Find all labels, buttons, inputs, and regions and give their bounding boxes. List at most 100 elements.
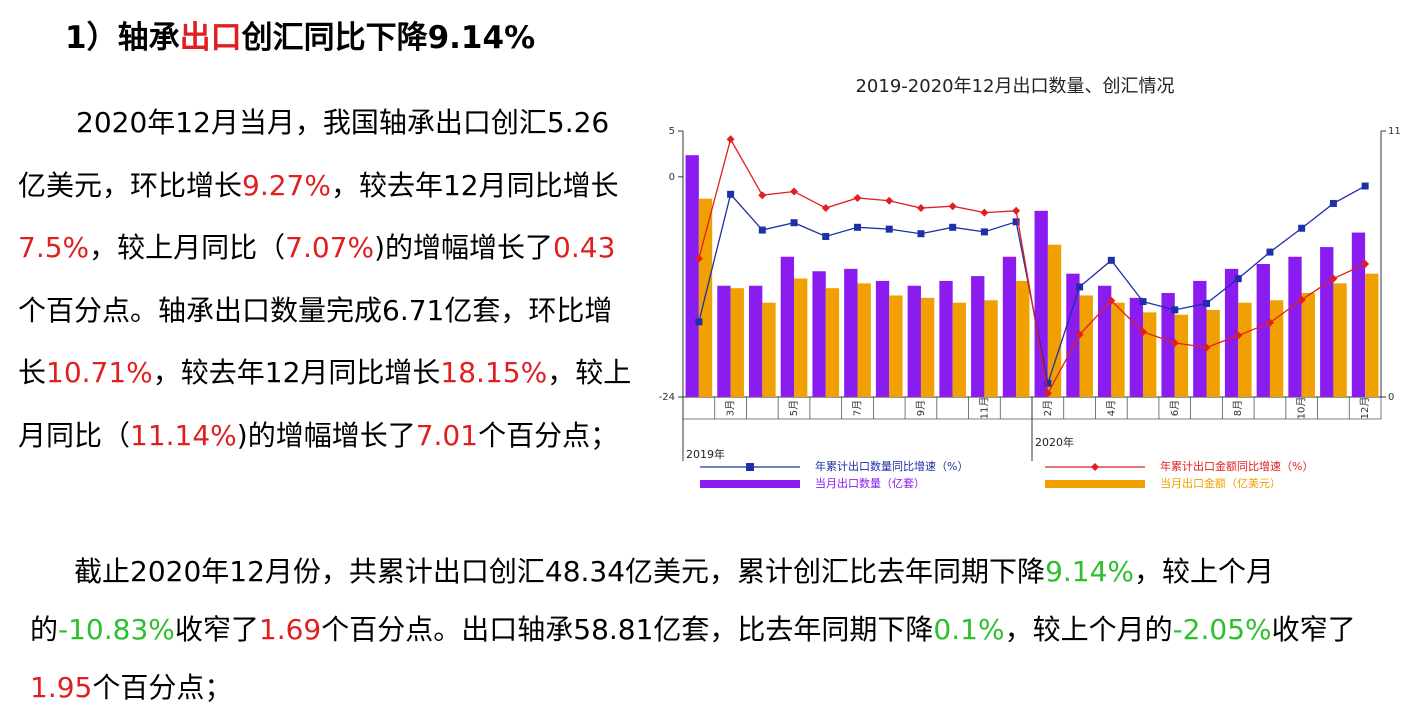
x-tick-label: 9月 [915, 400, 927, 416]
legend-label: 年累计出口数量同比增速（%） [815, 459, 968, 473]
chart: 2019-2020年12月出口数量、创汇情况 5 0 -24 11 0 3月 5月 7月 9月 1… [659, 76, 1400, 490]
x-tick-label: 3月 [725, 400, 737, 416]
legend-swatch [746, 463, 754, 471]
bar [889, 295, 903, 397]
bar [717, 285, 731, 397]
y2-tick-label: 11 [1388, 126, 1400, 137]
group-label: 2020年 [1035, 435, 1074, 449]
marker [1361, 182, 1369, 190]
bar [762, 302, 776, 397]
text-run: 11.14% [130, 418, 237, 452]
bar [1079, 295, 1093, 397]
legend-swatch [1091, 463, 1099, 471]
bar [971, 276, 985, 397]
marker [1170, 338, 1179, 347]
marker [1329, 199, 1337, 207]
marker [1203, 299, 1210, 307]
bar [875, 280, 890, 397]
line [698, 137, 1366, 396]
bar [1161, 293, 1175, 397]
bar [1097, 285, 1112, 397]
heading: 1）轴承出口创汇同比下降9.14% [65, 12, 535, 57]
bar [748, 285, 763, 397]
chart-title: 2019-2020年12月出口数量、创汇情况 [855, 76, 1174, 97]
marker [1075, 330, 1084, 339]
marker [854, 223, 861, 231]
marker [1012, 206, 1021, 215]
marker [758, 191, 767, 200]
marker [980, 208, 989, 217]
text-run: 0.1% [933, 613, 1005, 646]
text-run: -10.83% [58, 613, 175, 646]
bar [1129, 297, 1144, 397]
marker [885, 225, 893, 233]
marker [1234, 331, 1243, 340]
bar [794, 278, 808, 397]
text-run: 7.5% [18, 231, 90, 264]
marker [1043, 389, 1052, 398]
marker [1171, 306, 1179, 314]
marker [1234, 275, 1242, 283]
marker [1329, 274, 1338, 283]
legend-swatch [1045, 480, 1145, 488]
bar [1174, 314, 1189, 397]
text-run: 1.95 [30, 671, 93, 704]
text-run: 截止2020年12月份，共累计出口创汇48.34亿美元，累计创汇比去年同期下降 [74, 555, 1046, 588]
marker [1076, 283, 1084, 291]
x-tick-label: 11月 [978, 397, 990, 420]
bar [1320, 247, 1334, 397]
text-run: 收窄了 [1271, 613, 1356, 646]
text-run: 18.15% [440, 356, 548, 389]
text-run: ，较上月同比（ [18, 356, 632, 452]
bar [1365, 273, 1379, 397]
x-tick-label: 8月 [1232, 400, 1244, 416]
text-run: 个百分点； [92, 671, 233, 704]
text-run: 1.69 [258, 613, 322, 646]
bar [1193, 280, 1207, 397]
marker [980, 228, 988, 236]
x-tick-label: 7月 [852, 400, 864, 416]
marker [726, 135, 735, 144]
bar [1301, 293, 1316, 397]
marker [1107, 296, 1116, 305]
marker [1361, 260, 1370, 268]
bar [812, 271, 826, 397]
bar [1351, 232, 1366, 397]
text-run: 个百分点。轴承出口数量完成6.71亿套，环比增长 [18, 293, 613, 390]
text-run: 个百分点； [478, 418, 619, 452]
y2-tick-label: 0 [1388, 392, 1394, 403]
bar [1034, 210, 1048, 397]
marker [917, 230, 925, 238]
y-tick-label: 5 [669, 126, 675, 137]
marker [694, 254, 703, 263]
marker [1044, 379, 1052, 387]
bar [1238, 302, 1252, 397]
bar [1111, 302, 1125, 397]
bar [984, 300, 998, 397]
marker [727, 190, 735, 198]
group-label: 2019年 [686, 447, 725, 461]
y-tick-label: 0 [669, 172, 675, 183]
bar [857, 283, 871, 397]
legend-swatch [700, 480, 800, 488]
text-run: )的增幅增长了 [236, 418, 416, 452]
text-run: 9.27% [242, 168, 331, 202]
x-tick-label: 12月 [1359, 397, 1371, 420]
bar [685, 155, 699, 397]
text-run: 7.01 [415, 418, 479, 452]
bar [907, 285, 921, 397]
marker [1265, 318, 1274, 327]
marker [1202, 343, 1211, 352]
bar [1333, 283, 1347, 397]
x-tick-label: 5月 [788, 400, 800, 416]
marker [1298, 224, 1306, 232]
bar [1143, 312, 1157, 397]
text-run: 收窄了 [174, 613, 259, 646]
bar [1066, 273, 1080, 397]
marker [1139, 327, 1148, 336]
text-run: 9.14% [1045, 555, 1135, 588]
marker [758, 226, 766, 234]
bar [1288, 256, 1302, 397]
marker [695, 318, 703, 326]
